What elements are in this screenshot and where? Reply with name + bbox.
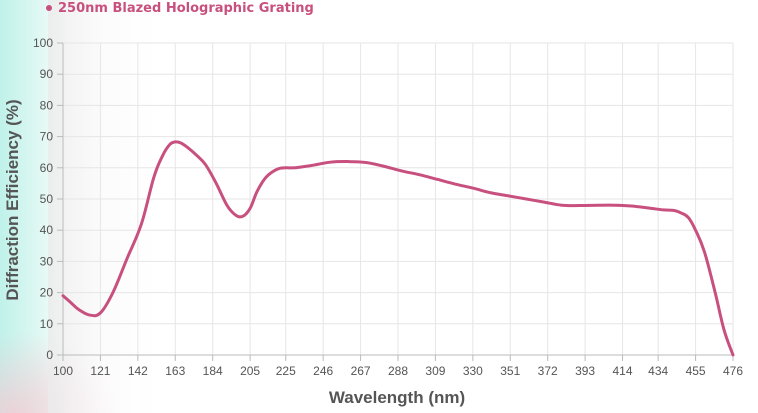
- series-lines: [61, 140, 735, 357]
- x-tick-labels: 100 121 142 163 184 205 225 246 267 288 309 330 351 3…: [53, 364, 743, 378]
- x-tick-label: 476: [723, 364, 743, 378]
- x-tick-label: 225: [276, 364, 296, 378]
- y-axis-title: Diffraction Efficiency (%): [3, 99, 22, 300]
- x-tick-label: 267: [351, 364, 371, 378]
- x-tick-label: 414: [613, 364, 633, 378]
- x-tick-label: 142: [128, 364, 148, 378]
- axes: [57, 42, 734, 361]
- x-tick-label: 100: [53, 364, 73, 378]
- y-tick-label: 20: [40, 286, 54, 300]
- background-fade-panel: [48, 0, 158, 413]
- x-tick-label: 205: [240, 364, 260, 378]
- y-tick-label: 0: [46, 348, 53, 362]
- y-tick-label: 10: [40, 317, 54, 331]
- y-tick-label: 100: [33, 36, 53, 50]
- x-tick-label: 246: [313, 364, 333, 378]
- x-tick-label: 351: [500, 364, 520, 378]
- x-axis-title: Wavelength (nm): [329, 388, 465, 407]
- x-tick-label: 309: [425, 364, 445, 378]
- y-tick-label: 70: [40, 130, 54, 144]
- x-tick-label: 393: [575, 364, 595, 378]
- y-tick-labels: 0 10 20 30 40 50 60 70 80 90 100: [33, 36, 53, 362]
- y-tick-label: 80: [40, 98, 54, 112]
- y-tick-label: 90: [40, 67, 54, 81]
- chart-legend[interactable]: 250nm Blazed Holographic Grating: [46, 0, 314, 16]
- x-tick-label: 455: [686, 364, 706, 378]
- x-tick-label: 434: [648, 364, 668, 378]
- legend-label: 250nm Blazed Holographic Grating: [58, 0, 314, 16]
- x-tick-label: 288: [388, 364, 408, 378]
- series-line-0[interactable]: [61, 140, 735, 357]
- x-tick-label: 121: [90, 364, 110, 378]
- x-tick-label: 372: [538, 364, 558, 378]
- x-tick-label: 184: [203, 364, 223, 378]
- legend-dot-icon: [46, 5, 52, 11]
- x-tick-label: 330: [463, 364, 483, 378]
- y-tick-label: 30: [40, 254, 54, 268]
- y-tick-label: 50: [40, 192, 54, 206]
- grid-lines: [63, 42, 734, 355]
- x-tick-label: 163: [165, 364, 185, 378]
- y-tick-label: 60: [40, 161, 54, 175]
- y-tick-label: 40: [40, 223, 54, 237]
